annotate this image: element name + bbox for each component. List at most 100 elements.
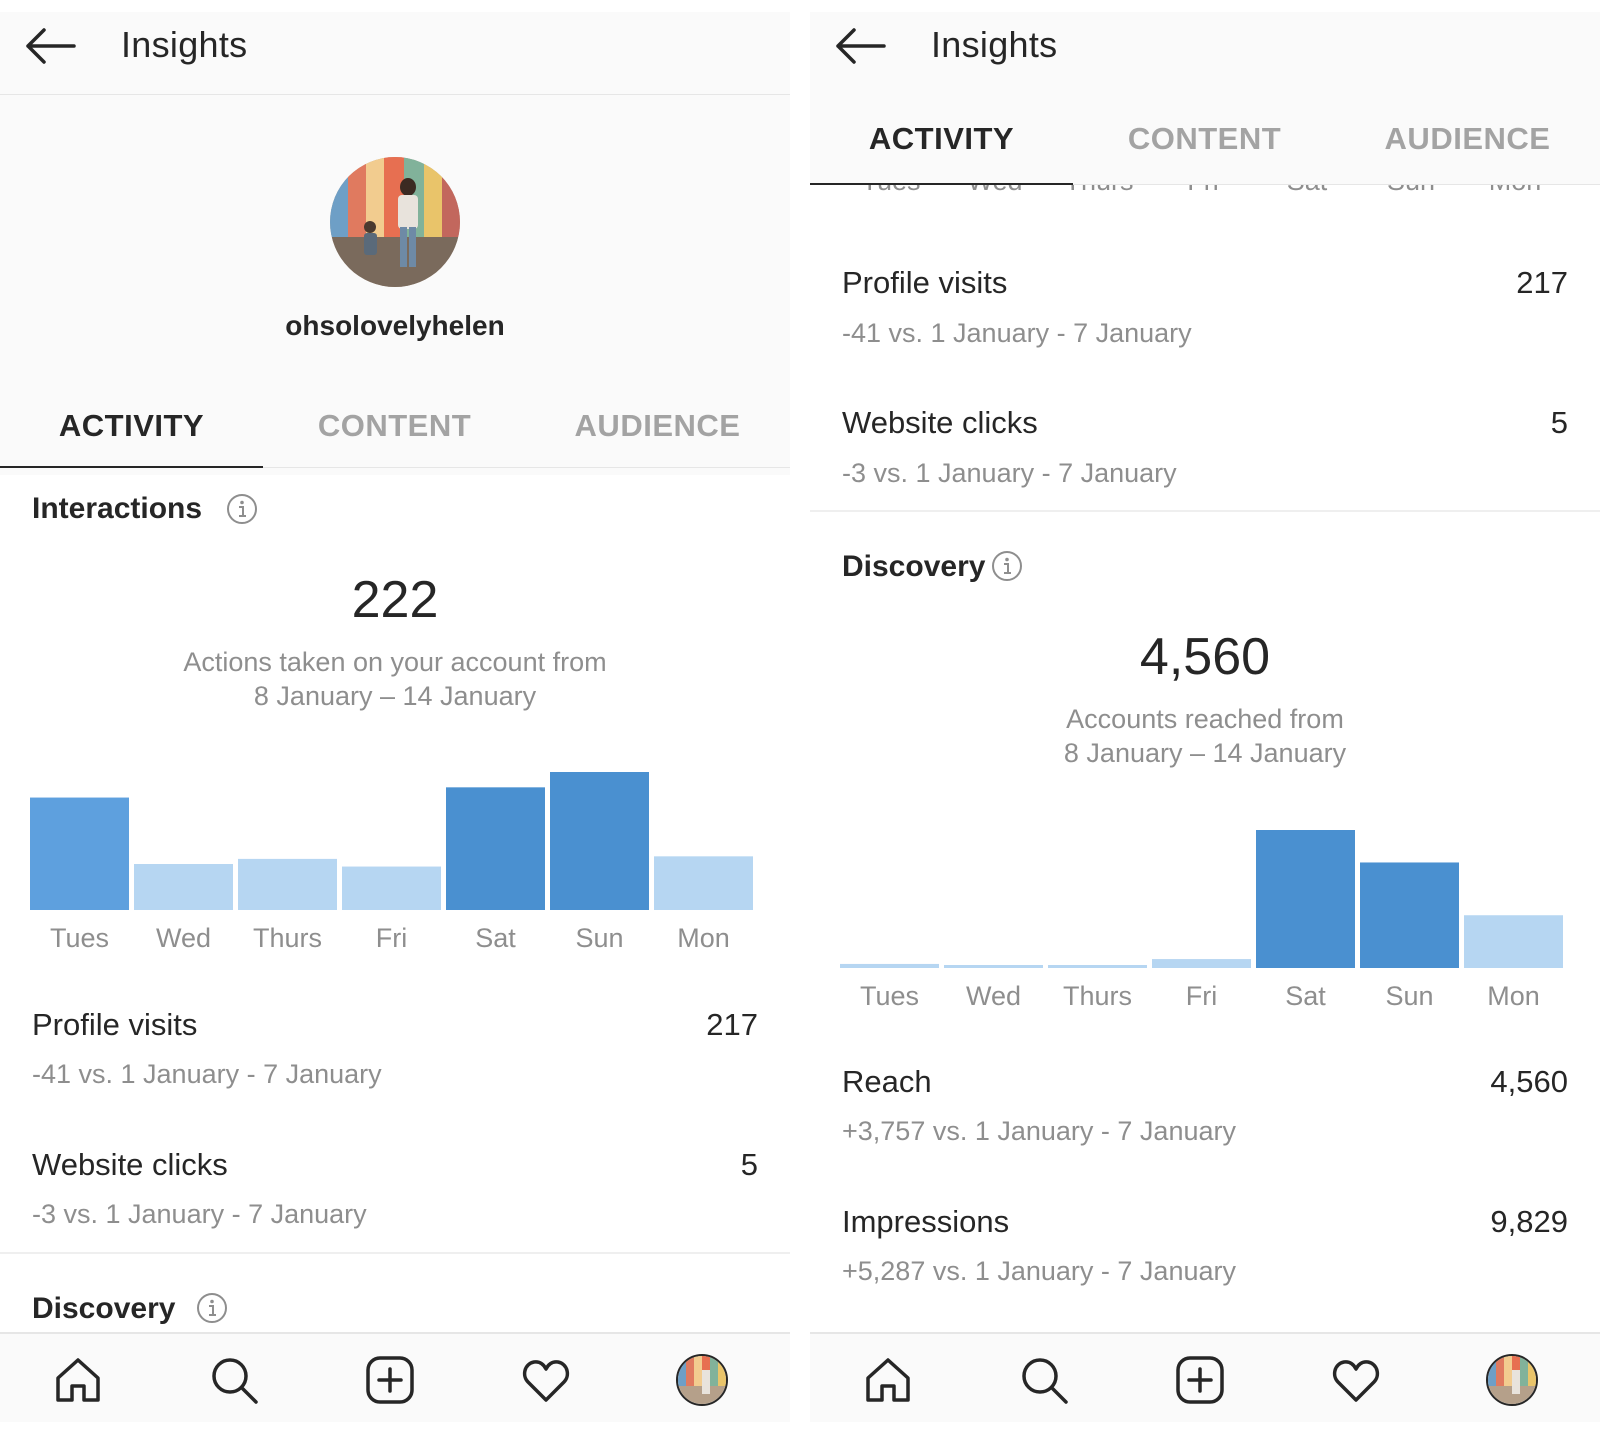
tab-activity[interactable]: ACTIVITY [868,121,1015,156]
cut-day-labels: Tues Wed Thurs Fri Sat Sun Mon [810,182,1600,210]
impressions-compare: +5,287 vs. 1 January - 7 January [842,1256,1236,1286]
active-tab-indicator [810,183,1073,185]
website-clicks-label: Website clicks [842,405,1038,440]
cut-day-label: Sun [1359,182,1463,197]
bar-sun [550,772,649,910]
x-tick-label: Tues [50,923,109,953]
add-post-icon[interactable] [364,1354,416,1406]
home-icon[interactable] [52,1354,104,1406]
info-icon[interactable] [991,550,1023,582]
website-clicks-value: 5 [740,1147,758,1182]
header: Insights [810,12,1600,95]
profile-avatar[interactable] [1486,1354,1538,1406]
interactions-date-range: 8 January – 14 January [253,681,537,711]
discovery-total: 4,560 [1139,628,1271,686]
tab-audience[interactable]: AUDIENCE [1384,121,1551,156]
bar-mon [1464,915,1563,968]
bar-sat [446,787,545,910]
bar-sat [1256,830,1355,968]
discovery-date-range: 8 January – 14 January [1063,738,1347,768]
x-tick-label: Mon [677,923,730,953]
tab-content[interactable]: CONTENT [1127,121,1282,156]
profile-visits-value: 217 [1516,265,1568,300]
x-tick-label: Fri [376,923,407,953]
cut-day-label: Sat [1255,182,1359,197]
profile-visits-value: 217 [706,1007,758,1042]
section-title-discovery: Discovery [842,550,986,583]
x-tick-label: Sat [475,923,516,953]
home-icon[interactable] [862,1354,914,1406]
x-tick-label: Wed [156,923,211,953]
interactions-caption: Actions taken on your account from [183,647,607,677]
website-clicks-compare: -3 vs. 1 January - 7 January [32,1199,367,1229]
x-tick-label: Wed [966,981,1021,1011]
back-arrow-icon[interactable] [24,26,76,66]
reach-value: 4,560 [1490,1064,1568,1099]
bar-wed [944,965,1043,968]
section-title-interactions: Interactions [32,492,203,525]
impressions-label: Impressions [842,1204,1010,1239]
bar-tues [30,797,129,910]
website-clicks-value: 5 [1550,405,1568,440]
profile-visits-compare: -41 vs. 1 January - 7 January [842,318,1192,348]
bar-thurs [1048,965,1147,968]
active-tab-indicator [0,466,263,468]
page-title: Insights [931,24,1058,65]
bar-tues [840,963,939,968]
x-tick-label: Sat [1285,981,1326,1011]
website-clicks-compare: -3 vs. 1 January - 7 January [842,458,1177,488]
info-icon[interactable] [226,493,258,525]
cut-day-label: Mon [1463,182,1567,197]
avatar [330,157,460,287]
x-tick-label: Thurs [1063,981,1132,1011]
page-title: Insights [121,24,248,65]
discovery-caption: Accounts reached from [1066,704,1344,734]
profile-visits-label: Profile visits [32,1007,198,1042]
header: Insights [0,12,790,95]
bottom-nav [810,1332,1600,1422]
x-tick-label: Sun [1385,981,1433,1011]
bar-sun [1360,862,1459,968]
tab-content[interactable]: CONTENT [317,408,472,443]
bottom-nav [0,1332,790,1422]
tab-bar: ACTIVITY CONTENT AUDIENCE [810,94,1600,185]
bar-wed [134,864,233,910]
search-icon[interactable] [1018,1354,1070,1406]
cut-day-label: Fri [1151,182,1255,197]
profile-visits-label: Profile visits [842,265,1008,300]
interactions-total: 222 [351,571,439,629]
bar-thurs [238,858,337,910]
website-clicks-label: Website clicks [32,1147,228,1182]
add-post-icon[interactable] [1174,1354,1226,1406]
x-tick-label: Thurs [253,923,322,953]
profile-visits-compare: -41 vs. 1 January - 7 January [32,1059,382,1089]
impressions-value: 9,829 [1490,1204,1568,1239]
profile-avatar[interactable] [676,1354,728,1406]
x-tick-label: Sun [575,923,623,953]
section-title-discovery: Discovery [32,1292,176,1325]
tab-bar: ACTIVITY CONTENT AUDIENCE [0,385,790,468]
reach-label: Reach [842,1064,932,1099]
divider [810,510,1600,512]
discovery-bar-chart: Tues Wed Thurs Fri Sat Sun Mon [840,830,1563,1011]
x-tick-label: Mon [1487,981,1540,1011]
x-tick-label: Tues [860,981,919,1011]
back-arrow-icon[interactable] [834,26,886,66]
interactions-bar-chart: Tues Wed Thurs Fri Sat Sun Mon [30,772,753,953]
right-screen: Insights Tues Wed Thurs Fri Sat Sun Mon … [810,12,1600,1422]
divider [0,1252,790,1254]
cut-day-label: Wed [943,182,1047,197]
heart-icon[interactable] [520,1354,572,1406]
left-screen: Insights ohsolovelyhelen ACTIVITY CONTEN… [0,12,790,1422]
tab-audience[interactable]: AUDIENCE [574,408,741,443]
info-icon[interactable] [196,1292,228,1324]
bar-fri [342,866,441,910]
bar-mon [654,856,753,910]
bar-fri [1152,959,1251,968]
cut-day-label: Tues [839,182,943,197]
tab-activity[interactable]: ACTIVITY [58,408,205,443]
heart-icon[interactable] [1330,1354,1382,1406]
search-icon[interactable] [208,1354,260,1406]
cut-day-label: Thurs [1047,182,1151,197]
username: ohsolovelyhelen [285,310,505,341]
